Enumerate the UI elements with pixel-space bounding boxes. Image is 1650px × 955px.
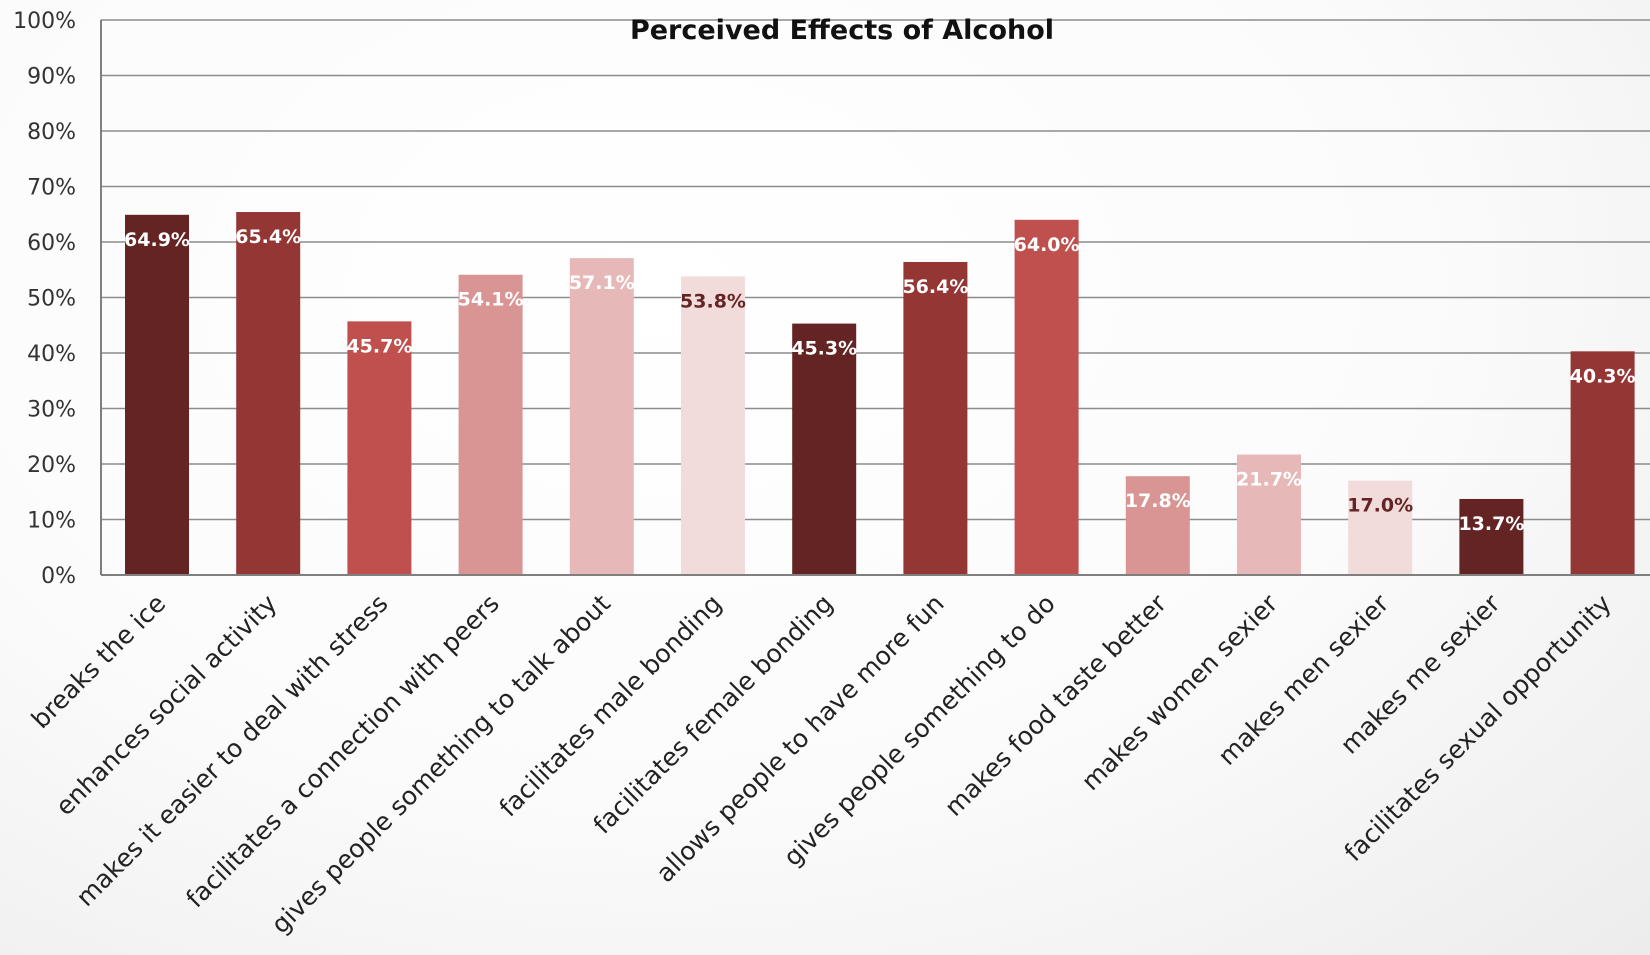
bar: [569, 258, 634, 575]
y-tick-label: 80%: [27, 120, 76, 145]
chart-title: Perceived Effects of Alcohol: [630, 15, 1054, 46]
bar: [236, 212, 301, 575]
y-tick-label: 70%: [27, 176, 76, 201]
data-labels: 64.9% 65.4% 45.7% 54.1% 57.1% 53.8% 45.3% 56.4%…: [124, 226, 1636, 535]
y-tick-label: 30%: [27, 398, 76, 423]
y-tick-label: 0%: [41, 564, 76, 589]
data-label: 64.9%: [124, 229, 190, 251]
gridlines: [101, 19, 1650, 521]
bar: [1237, 454, 1301, 575]
bar: [1348, 480, 1413, 575]
data-label: 21.7%: [1236, 469, 1302, 491]
bar: [1459, 498, 1524, 575]
data-label: 64.0%: [1014, 234, 1080, 256]
y-tick-label: 40%: [27, 342, 76, 367]
y-tick-label: 50%: [27, 287, 76, 312]
y-tick-label: 60%: [27, 231, 76, 256]
x-tick-label: enhances social activity: [50, 589, 283, 822]
data-label: 45.3%: [791, 338, 857, 360]
x-tick-label: facilitates male bonding: [494, 589, 728, 823]
data-label: 57.1%: [569, 272, 635, 294]
bar: [792, 323, 857, 575]
data-label: 40.3%: [1570, 365, 1636, 387]
bar: [125, 214, 189, 575]
bar: [1014, 219, 1079, 576]
bar: [458, 274, 523, 575]
x-tick-label: facilitates female bonding: [588, 589, 839, 840]
bar: [1125, 476, 1190, 575]
data-label: 13.7%: [1458, 513, 1524, 535]
x-tick-label: makes food taste better: [939, 588, 1173, 822]
data-label: 45.7%: [346, 335, 412, 357]
data-label: 65.4%: [235, 226, 301, 248]
bar: [347, 321, 412, 575]
y-tick-label: 90%: [27, 65, 76, 90]
y-tick-label: 100%: [13, 9, 76, 34]
data-label: 17.8%: [1125, 490, 1191, 512]
y-axis-ticks: 0% 10% 20% 30% 40% 50% 60% 70% 80% 90% 100%: [13, 9, 76, 589]
x-tick-label: makes women sexier: [1076, 588, 1284, 796]
y-tick-label: 10%: [27, 509, 76, 534]
bar: [1570, 351, 1635, 575]
bars: [125, 212, 1635, 576]
data-label: 53.8%: [680, 290, 746, 312]
bar: [681, 276, 745, 575]
y-tick-label: 20%: [27, 453, 76, 478]
data-label: 54.1%: [458, 289, 524, 311]
bar: [903, 261, 968, 575]
data-label: 17.0%: [1347, 495, 1413, 517]
data-label: 56.4%: [902, 276, 968, 298]
